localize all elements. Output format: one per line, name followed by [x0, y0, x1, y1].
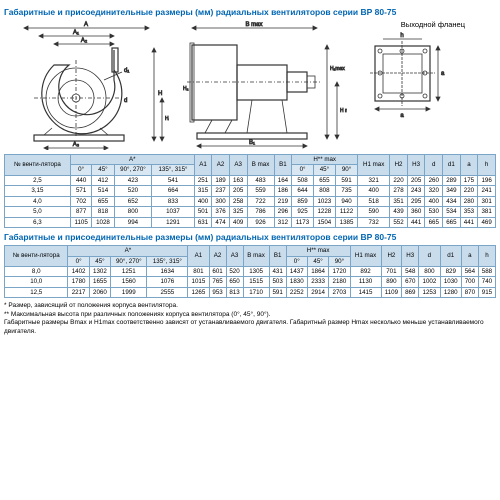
svg-text:A: A: [84, 22, 88, 28]
svg-text:B max: B max: [245, 22, 262, 28]
svg-text:d₁: d₁: [124, 68, 129, 74]
svg-text:d: d: [124, 98, 127, 104]
note-3: Габаритные размеры Bmax и H1max соответс…: [4, 319, 496, 336]
diagram-flange: a a h: [355, 31, 455, 121]
th-fan-no: № венти-лятора: [5, 155, 71, 176]
svg-text:a: a: [400, 113, 404, 119]
table-row: 5,08778188001037501376325786296925122811…: [5, 207, 496, 217]
note-1: * Размер, зависящий от положения корпуса…: [4, 302, 496, 310]
table-row: 8,01402130212511634801601520130543114371…: [5, 266, 496, 276]
svg-text:H₁max: H₁max: [330, 66, 345, 72]
svg-text:H max: H max: [340, 108, 347, 114]
svg-text:A₃: A₃: [73, 142, 80, 148]
table-row: 2,54404124235412511891634831645086555913…: [5, 175, 496, 185]
dimensions-table-2: № венти-лятора A* A1 A2 A3 B max B1 H** …: [4, 245, 496, 298]
svg-text:A₁: A₁: [73, 30, 79, 36]
svg-text:H₃: H₃: [165, 116, 169, 122]
diagram-row: A A₁ A₂ d₁ d H H₃: [4, 20, 496, 150]
table-row: 6,31105102899412916314744099263121173150…: [5, 217, 496, 227]
diagram-front-view: A A₁ A₂ d₁ d H H₃: [4, 20, 169, 150]
main-title-1: Габаритные и присоединительные размеры (…: [4, 7, 496, 17]
table-row: 10,0178016551560107610157656501515503183…: [5, 277, 496, 287]
diagram-side-view: B max H₁max H max B₁ H₂: [177, 20, 347, 150]
main-title-2: Габаритные и присоединительные размеры (…: [4, 232, 496, 242]
svg-text:h: h: [400, 33, 403, 39]
table-row: 3,15571514520664315237205559186644808735…: [5, 186, 496, 196]
th-a-star: A*: [70, 155, 194, 165]
dimensions-table-1: № венти-лятора A* A1 A2 A3 B max B1 H** …: [4, 154, 496, 228]
th-h-star: H** max: [292, 155, 358, 165]
svg-text:H₂: H₂: [183, 86, 189, 92]
svg-text:B₁: B₁: [249, 140, 255, 146]
svg-text:H: H: [158, 91, 162, 97]
footnotes: * Размер, зависящий от положения корпуса…: [4, 302, 496, 336]
flange-label: Выходной фланец: [355, 20, 465, 29]
svg-text:A₂: A₂: [81, 38, 88, 44]
table-row: 4,07026556528334003002587222198591023940…: [5, 196, 496, 206]
note-2: ** Максимальная высота при различных пол…: [4, 311, 496, 319]
svg-text:a: a: [441, 71, 445, 77]
table-row: 12,5221720601999255512659538131710591225…: [5, 287, 496, 297]
